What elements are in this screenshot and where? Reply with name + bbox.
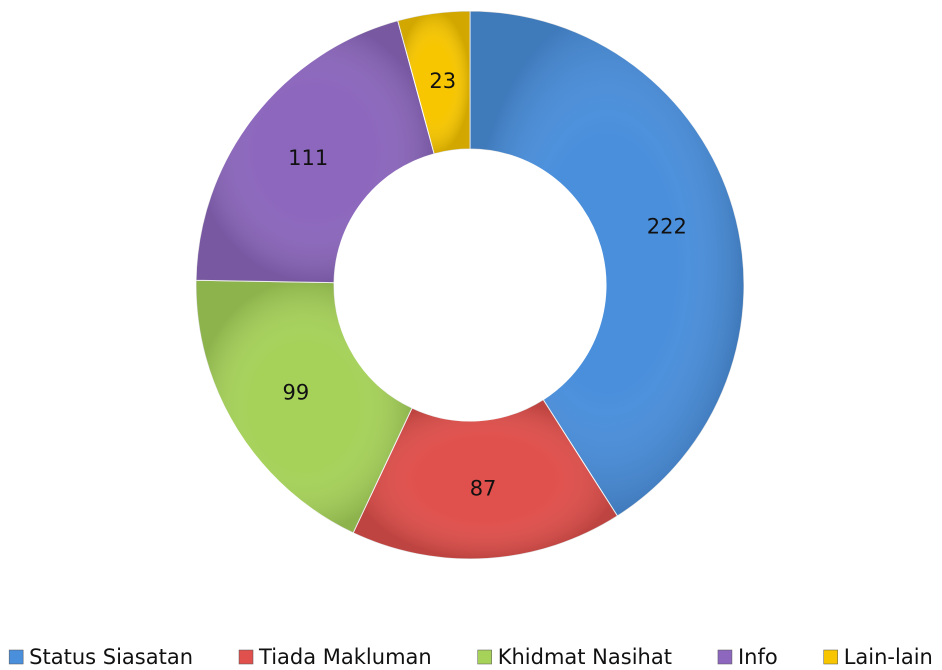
legend: Status Siasatan Tiada Makluman Khidmat Nas… — [8, 645, 933, 669]
legend-swatch — [823, 649, 838, 665]
legend-swatch — [717, 649, 733, 665]
legend-swatch — [477, 649, 492, 665]
legend-label: Status Siasatan — [29, 645, 193, 669]
legend-label: Khidmat Nasihat — [498, 645, 672, 669]
legend-label: Info — [738, 645, 778, 669]
data-label: 222 — [647, 215, 687, 239]
data-label: 111 — [288, 146, 328, 170]
data-label: 23 — [429, 69, 456, 93]
data-label: 87 — [470, 477, 497, 501]
legend-label: Tiada Makluman — [258, 645, 432, 669]
data-label: 99 — [283, 380, 310, 404]
legend-swatch — [238, 649, 254, 665]
legend-label: Lain-lain — [844, 645, 933, 669]
legend-swatch — [8, 649, 24, 665]
